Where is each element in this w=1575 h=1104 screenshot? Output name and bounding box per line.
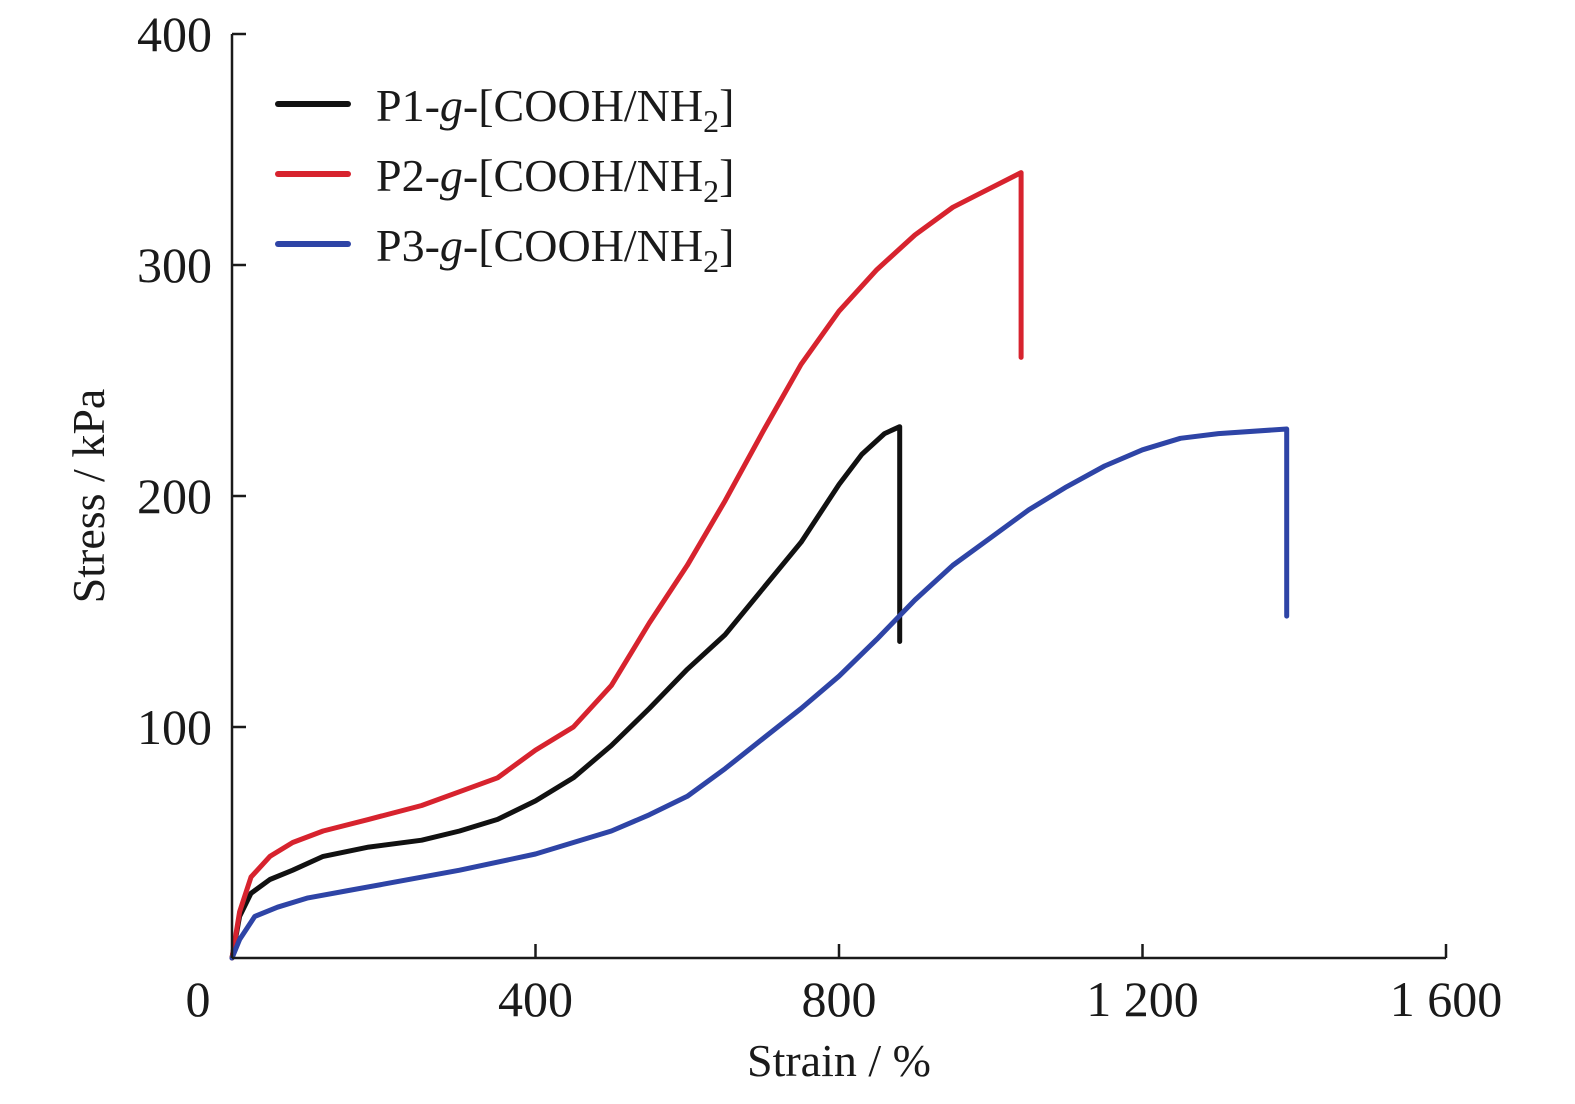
series-line-p2 (229, 170, 1024, 961)
legend-label: P3-g-[COOH/NH2] (376, 220, 734, 279)
legend-label: P1-g-[COOH/NH2] (376, 80, 734, 139)
x-tick-label: 1 200 (1086, 971, 1199, 1027)
plot-area (229, 170, 1290, 961)
legend: P1-g-[COOH/NH2] P2-g-[COOH/NH2] P3-g-[COOH… (275, 80, 734, 279)
y-ticks: 100 200 300 400 (137, 6, 246, 755)
series-line-p1 (229, 424, 903, 961)
legend-label: P2-g-[COOH/NH2] (376, 150, 734, 209)
legend-item-p3: P3-g-[COOH/NH2] (275, 220, 734, 279)
x-axis-title: Strain / % (747, 1035, 931, 1086)
x-ticks: 0 400 800 1 200 1 600 (186, 944, 1503, 1027)
x-tick-label: 1 600 (1390, 971, 1503, 1027)
y-axis-title: Stress / kPa (63, 389, 114, 604)
legend-item-p2: P2-g-[COOH/NH2] (275, 150, 734, 209)
x-tick-label: 800 (802, 971, 877, 1027)
y-tick-label: 400 (137, 6, 212, 62)
x-tick-label: 400 (498, 971, 573, 1027)
legend-item-p1: P1-g-[COOH/NH2] (275, 80, 734, 139)
series-line-p3 (229, 426, 1290, 961)
y-tick-label: 100 (137, 699, 212, 755)
x-tick-label: 0 (186, 971, 211, 1027)
y-tick-label: 300 (137, 237, 212, 293)
y-tick-label: 200 (137, 468, 212, 524)
